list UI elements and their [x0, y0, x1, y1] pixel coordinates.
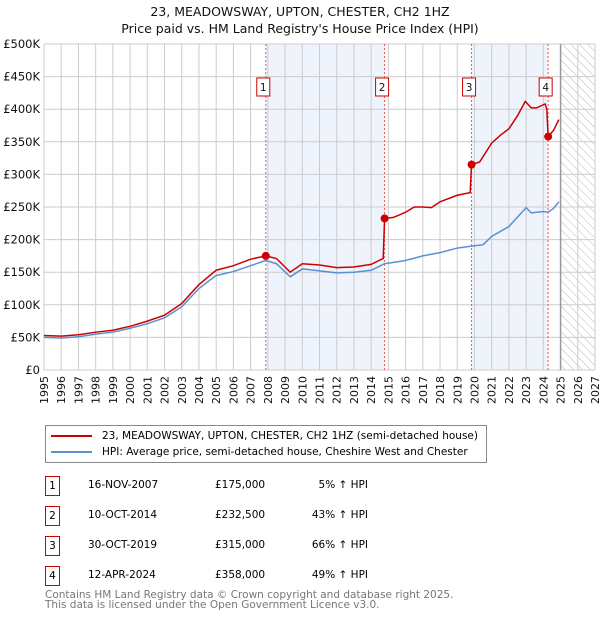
x-tick-label: 2026	[572, 376, 585, 404]
x-tick-label: 2017	[417, 376, 430, 404]
x-tick-label: 1996	[55, 376, 68, 404]
x-tick-label: 2002	[159, 376, 172, 404]
chart-subtitle: Price paid vs. HM Land Registry's House …	[121, 21, 479, 36]
sale-point	[544, 132, 553, 141]
sale-number: 4	[45, 566, 60, 586]
y-tick-label: £150K	[3, 265, 40, 279]
x-tick-label: 2000	[124, 376, 137, 404]
sale-label-box	[538, 77, 553, 97]
sale-number: 2	[45, 506, 60, 526]
x-tick-label: 2008	[262, 376, 275, 404]
sale-point	[380, 214, 389, 223]
sale-hpi-diff: 49% ↑ HPI	[311, 569, 368, 581]
y-tick-label: £50K	[11, 330, 41, 344]
legend-swatch-hpi	[51, 451, 92, 453]
x-tick-label: 2027	[589, 376, 600, 404]
y-tick-label: £400K	[3, 102, 40, 116]
x-tick-label: 2016	[400, 376, 413, 404]
legend-label-property: 23, MEADOWSWAY, UPTON, CHESTER, CH2 1HZ …	[102, 430, 478, 442]
x-tick-label: 2012	[331, 376, 344, 404]
sale-point	[261, 251, 270, 260]
sale-date: 30-OCT-2019	[88, 539, 157, 551]
x-tick-label: 2004	[193, 376, 206, 404]
footer: Contains HM Land Registry data © Crown c…	[45, 589, 454, 611]
sale-price: £315,000	[215, 539, 266, 551]
x-tick-label: 2019	[451, 376, 464, 404]
x-tick-label: 2001	[141, 376, 154, 404]
x-tick-label: 2010	[296, 376, 309, 404]
legend-label-hpi: HPI: Average price, semi-detached house,…	[102, 446, 468, 458]
sale-hpi-diff: 43% ↑ HPI	[311, 509, 368, 521]
x-tick-label: 1999	[107, 376, 120, 404]
footer-line-2: This data is licensed under the Open Gov…	[45, 599, 380, 611]
x-tick-label: 2021	[486, 376, 499, 404]
x-tick-label: 2022	[503, 376, 516, 404]
x-tick-label: 2003	[176, 376, 189, 404]
x-tick-label: 2005	[210, 376, 223, 404]
sale-price: £175,000	[215, 479, 266, 491]
y-tick-label: £0	[25, 363, 40, 377]
sale-label-box	[462, 77, 477, 97]
x-tick-label: 2011	[314, 376, 327, 404]
sale-date: 12-APR-2024	[88, 569, 156, 581]
y-tick-label: £350K	[3, 135, 40, 149]
x-tick-label: 2020	[468, 376, 481, 404]
x-tick-label: 2018	[434, 376, 447, 404]
x-tick-label: 1995	[38, 376, 51, 404]
x-tick-label: 2013	[348, 376, 361, 404]
sale-label-box	[375, 77, 390, 97]
x-tick-label: 1998	[90, 376, 103, 404]
legend: 23, MEADOWSWAY, UPTON, CHESTER, CH2 1HZ …	[45, 425, 487, 463]
y-tick-label: £250K	[3, 200, 40, 214]
sale-hpi-diff: 66% ↑ HPI	[311, 539, 368, 551]
y-tick-label: £300K	[3, 167, 40, 181]
x-tick-label: 2025	[555, 376, 568, 404]
x-tick-label: 2007	[245, 376, 258, 404]
x-tick-label: 1997	[72, 376, 85, 404]
x-tick-label: 2014	[365, 376, 378, 404]
sale-hpi-diff: 5% ↑ HPI	[318, 479, 368, 491]
y-tick-label: £100K	[3, 298, 40, 312]
sale-date: 16-NOV-2007	[88, 479, 159, 491]
x-tick-label: 2009	[279, 376, 292, 404]
sale-point	[467, 160, 476, 169]
footer-line-1: Contains HM Land Registry data © Crown c…	[45, 589, 454, 601]
sale-date: 10-OCT-2014	[88, 509, 157, 521]
y-tick-label: £450K	[3, 70, 40, 84]
legend-swatch-property	[51, 435, 92, 437]
x-tick-label: 2024	[537, 376, 550, 404]
sale-label: 1	[260, 82, 267, 94]
y-tick-label: £200K	[3, 233, 40, 247]
x-tick-label: 2023	[520, 376, 533, 404]
sale-number: 3	[45, 536, 60, 556]
sale-label: 4	[542, 82, 549, 94]
sale-price: £358,000	[215, 569, 266, 581]
sale-price: £232,500	[215, 509, 266, 521]
sale-number: 1	[45, 476, 60, 496]
chart-title: 23, MEADOWSWAY, UPTON, CHESTER, CH2 1HZ	[150, 4, 450, 19]
sale-label-box	[256, 77, 271, 97]
x-tick-label: 2006	[227, 376, 240, 404]
sale-label: 3	[466, 82, 473, 94]
series-line-hpi	[43, 201, 560, 339]
y-tick-label: £500K	[3, 37, 40, 51]
x-tick-label: 2015	[382, 376, 395, 404]
chart-plot: 1995 1996 1997 1998 1999 2000 2001 2002 2003 2004…	[3, 37, 600, 404]
sale-label: 2	[379, 82, 386, 94]
